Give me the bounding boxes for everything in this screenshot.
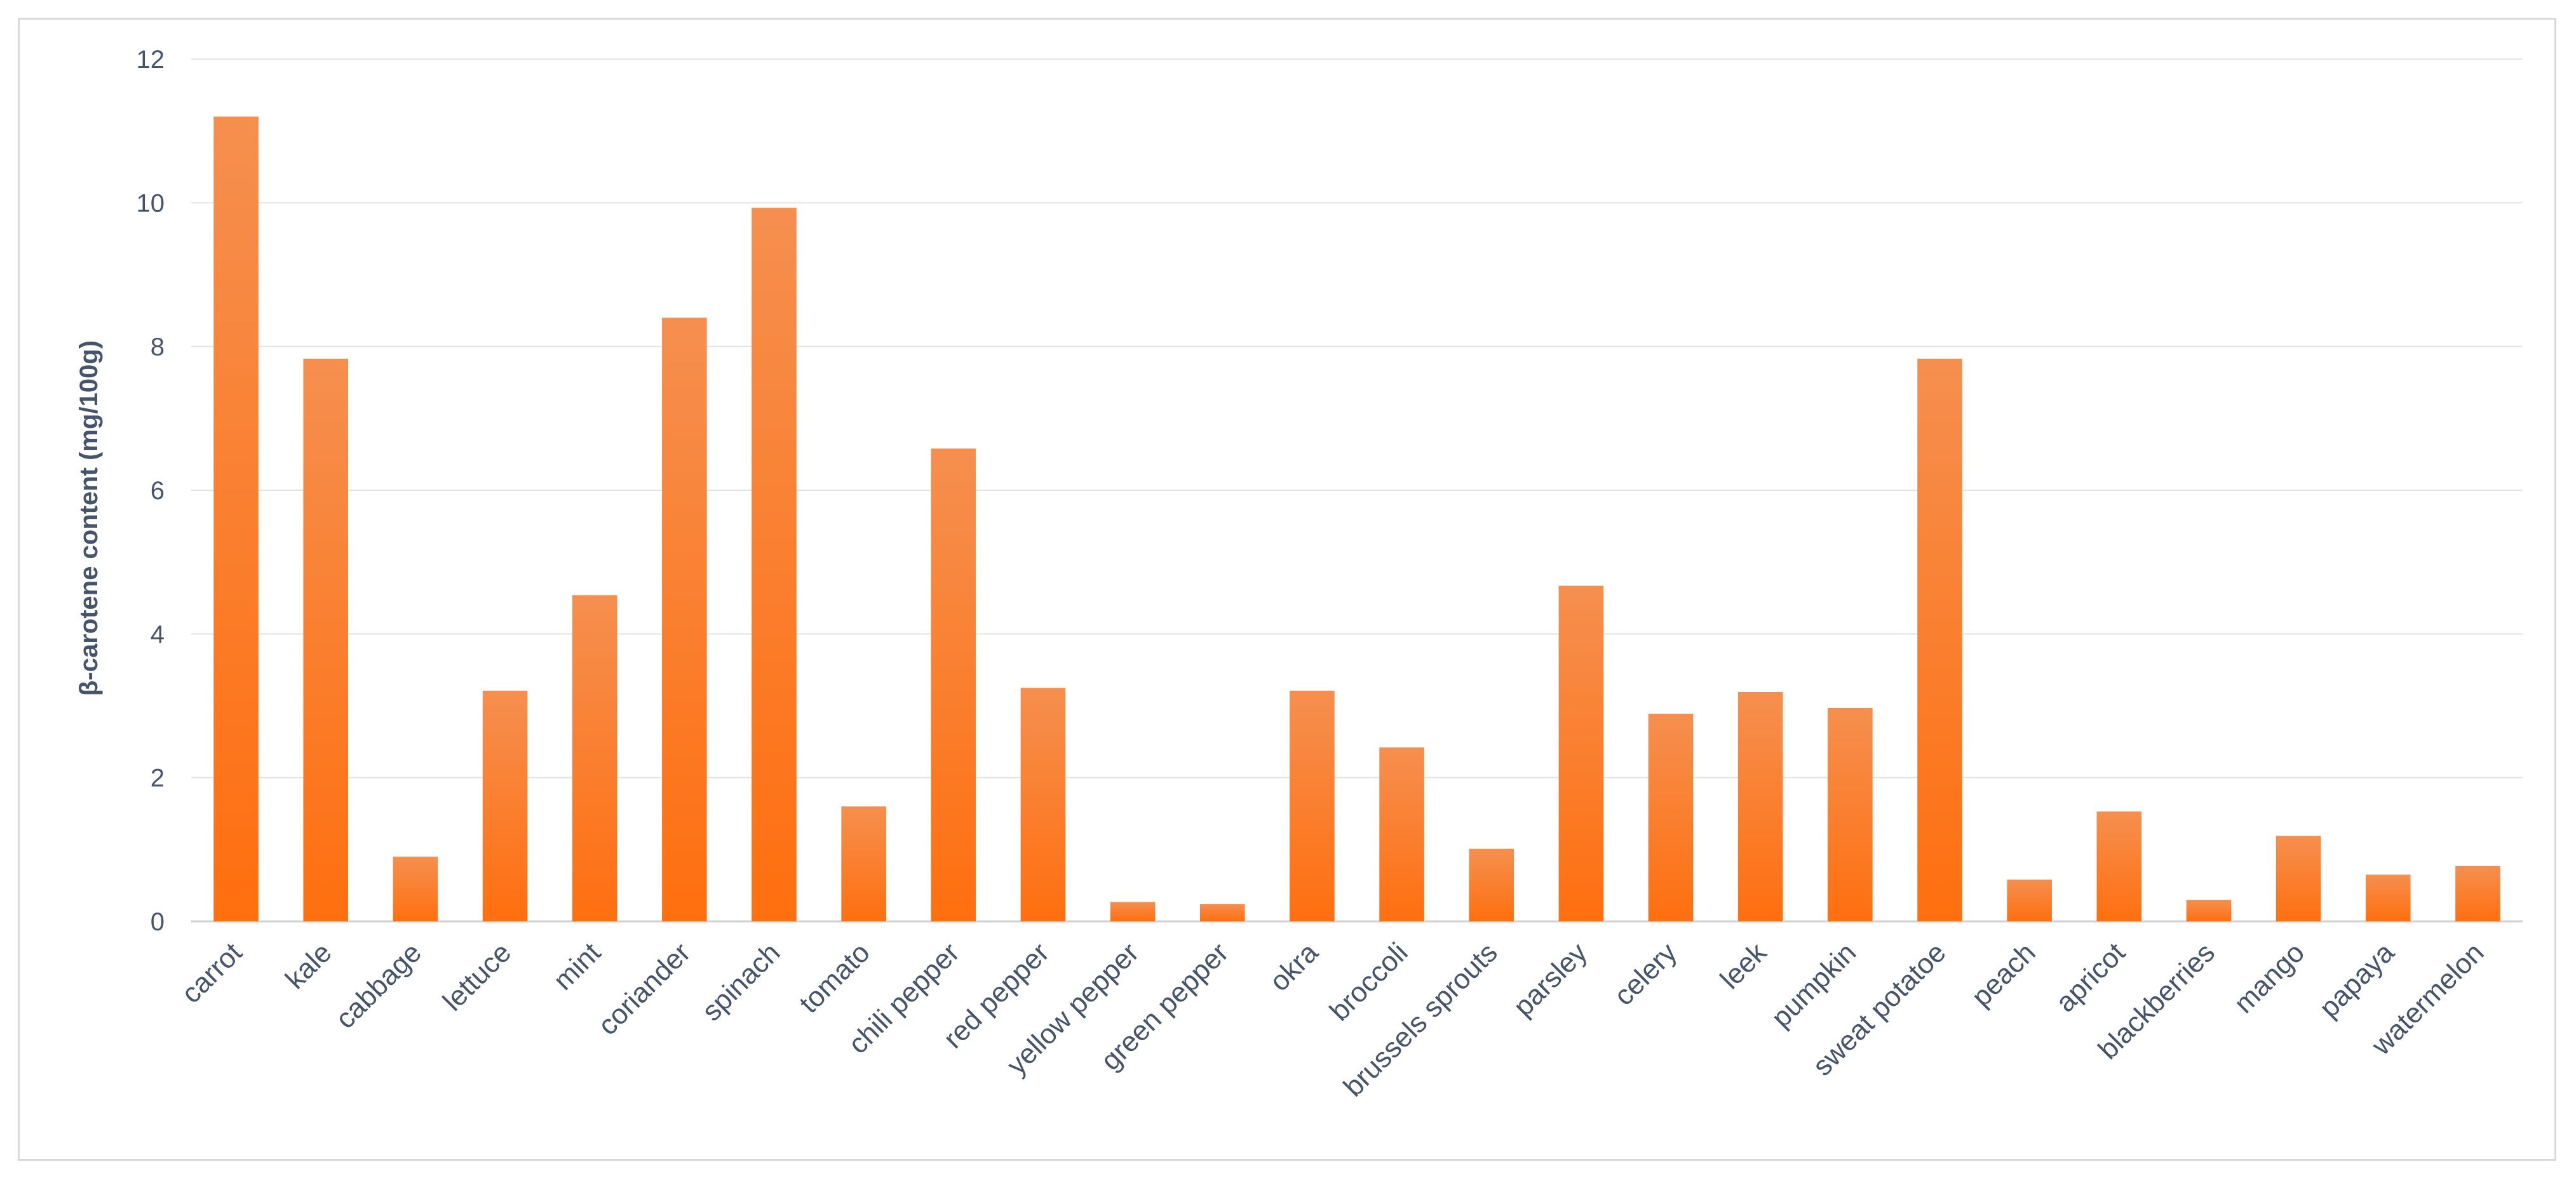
- bar-papaya: [2365, 874, 2411, 921]
- x-category-label: parsley: [1507, 937, 1593, 1022]
- bar-peach: [2007, 879, 2052, 921]
- y-tick-label: 4: [151, 620, 165, 648]
- x-category-label: mint: [548, 937, 607, 996]
- bar-celery: [1648, 713, 1694, 921]
- x-category-label: peach: [1966, 937, 2041, 1012]
- x-category-label: spinach: [696, 937, 786, 1027]
- gridlines: [191, 58, 2523, 923]
- x-category-label: tomato: [793, 937, 876, 1019]
- bar-lettuce: [482, 690, 528, 921]
- bar-spinach: [752, 208, 797, 921]
- x-category-label: carrot: [175, 937, 248, 1009]
- x-category-label: papaya: [2314, 937, 2401, 1024]
- bar-brussels-sprouts: [1469, 848, 1514, 921]
- y-tick-label: 6: [151, 477, 165, 505]
- x-category-label: cabbage: [330, 937, 428, 1034]
- x-category-label: celery: [1608, 937, 1683, 1012]
- bar-broccoli: [1379, 747, 1424, 921]
- x-category-label: broccoli: [1324, 937, 1414, 1027]
- bar-pumpkin: [1828, 707, 1873, 921]
- bar-apricot: [2096, 811, 2142, 921]
- y-tick-label: 2: [151, 765, 165, 792]
- x-category-label: mango: [2228, 937, 2310, 1019]
- x-category-label: lettuce: [437, 937, 517, 1017]
- y-tick-label: 10: [137, 189, 165, 217]
- bar-sweat-potatoe: [1917, 358, 1962, 921]
- y-axis-title: β-carotene content (mg/100g): [75, 340, 103, 696]
- bar-okra: [1290, 690, 1335, 921]
- y-tick-label: 8: [151, 333, 165, 361]
- bar-mint: [572, 595, 617, 921]
- x-category-label: coriander: [592, 937, 696, 1041]
- bar-mango: [2276, 836, 2321, 921]
- x-category-label: okra: [1264, 937, 1325, 998]
- bar-parsley: [1558, 585, 1604, 921]
- bar-tomato: [841, 806, 886, 921]
- y-axis-ticks: 0 2 4 6 8 10 12: [137, 46, 165, 936]
- bar-green-pepper: [1199, 904, 1245, 921]
- bar-watermelon: [2455, 866, 2500, 921]
- x-category-label: kale: [280, 937, 338, 995]
- bar-red-pepper: [1020, 688, 1066, 921]
- y-tick-label: 0: [151, 908, 165, 936]
- x-category-label: leek: [1715, 937, 1773, 995]
- x-category-label: brussels sprouts: [1338, 937, 1504, 1102]
- bar-chili-pepper: [931, 448, 976, 921]
- chart-area: 0 2 4 6 8 10 12 carrot kale cabbage lettuce mint co…: [18, 18, 2556, 1161]
- bar-blackberries: [2186, 900, 2232, 921]
- bar-leek: [1737, 692, 1783, 921]
- x-category-label: apricot: [2050, 937, 2131, 1018]
- bar-cabbage: [393, 857, 438, 921]
- bar-coriander: [662, 317, 707, 921]
- bars: [213, 116, 2500, 922]
- bar-kale: [303, 358, 349, 921]
- bar-carrot: [213, 116, 259, 922]
- bar-yellow-pepper: [1110, 902, 1156, 921]
- y-tick-label: 12: [137, 46, 165, 74]
